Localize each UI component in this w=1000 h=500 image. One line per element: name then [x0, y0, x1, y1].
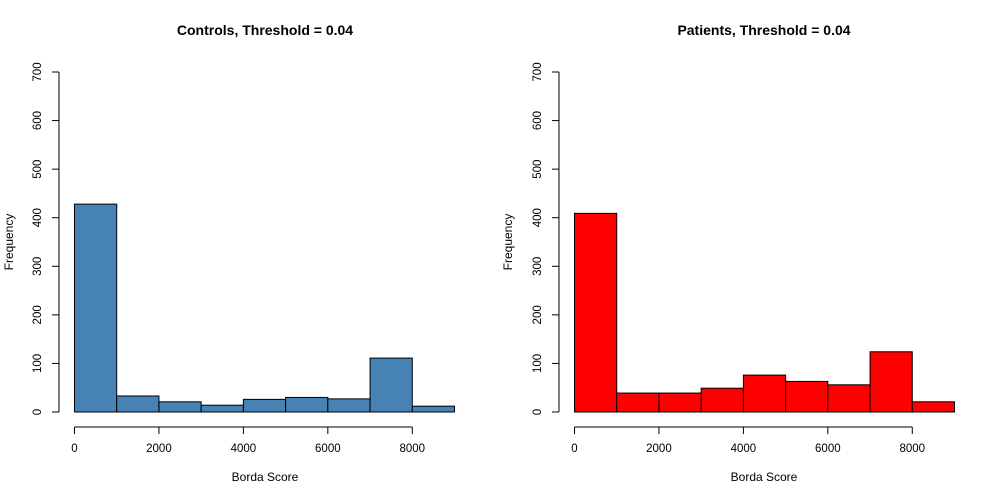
controls-y-tick-label: 200 [32, 305, 44, 324]
patients-axes: 0 100 200 300 400 500 600 700 0 2000 4000 6000 8000 [532, 62, 925, 455]
patients-y-tick-label: 100 [532, 354, 544, 373]
patients-chart-title: Patients, Threshold = 0.04 [677, 22, 850, 38]
patients-x-tick-label: 0 [571, 443, 577, 455]
patients-x-axis-label: Borda Score [731, 470, 798, 484]
controls-y-tick-label: 700 [32, 62, 44, 81]
controls-axes: 0 100 200 300 400 500 600 700 0 2000 4000 6000 8000 [32, 62, 425, 455]
patients-y-tick-label: 400 [532, 208, 544, 227]
controls-bar [285, 396, 329, 413]
controls-bar [74, 203, 118, 413]
controls-y-tick-label: 100 [32, 354, 44, 373]
patients-x-tick-label: 2000 [646, 443, 672, 455]
patients-y-tick-label: 700 [532, 62, 544, 81]
controls-y-axis-label: Frequency [2, 214, 16, 271]
patients-bar [785, 380, 829, 413]
patients-x-tick-label: 6000 [815, 443, 841, 455]
patients-bar [742, 374, 787, 413]
patients-bar [616, 392, 660, 413]
patients-bar [827, 384, 871, 413]
patients-bar [911, 401, 955, 413]
patients-y-tick-label: 200 [532, 305, 544, 324]
controls-bar [242, 398, 287, 413]
controls-histogram-panel: Controls, Threshold = 0.04 Borda Score F… [2, 22, 455, 484]
controls-bar [200, 404, 244, 413]
controls-x-tick-label: 8000 [399, 443, 425, 455]
patients-y-tick-label: 600 [532, 111, 544, 130]
controls-bar [411, 405, 455, 413]
patients-bar [869, 351, 913, 413]
controls-y-tick-label: 0 [32, 409, 44, 415]
controls-y-tick-label: 600 [32, 111, 44, 130]
patients-bar [574, 212, 618, 413]
controls-bar [327, 398, 371, 413]
controls-x-tick-label: 0 [71, 443, 77, 455]
patients-x-tick-label: 8000 [899, 443, 925, 455]
controls-y-tick-label: 400 [32, 208, 44, 227]
controls-bars [74, 203, 455, 413]
patients-y-tick-label: 0 [532, 409, 544, 415]
controls-bar [369, 357, 413, 413]
patients-y-axis-label: Frequency [501, 214, 515, 271]
controls-bar [116, 395, 160, 413]
patients-bars [574, 212, 955, 413]
controls-y-tick-label: 300 [32, 257, 44, 276]
controls-bar [158, 401, 202, 413]
patients-y-tick-label: 500 [532, 160, 544, 179]
controls-x-axis-label: Borda Score [232, 470, 299, 484]
controls-x-tick-label: 6000 [315, 443, 341, 455]
patients-bar [700, 387, 744, 413]
controls-x-tick-label: 2000 [146, 443, 172, 455]
controls-x-tick-label: 4000 [231, 443, 257, 455]
controls-chart-title: Controls, Threshold = 0.04 [177, 22, 353, 38]
patients-bar [658, 392, 702, 413]
patients-x-tick-label: 4000 [731, 443, 757, 455]
patients-y-tick-label: 300 [532, 257, 544, 276]
controls-y-tick-label: 500 [32, 160, 44, 179]
patients-histogram-panel: Patients, Threshold = 0.04 Borda Score F… [501, 22, 955, 484]
